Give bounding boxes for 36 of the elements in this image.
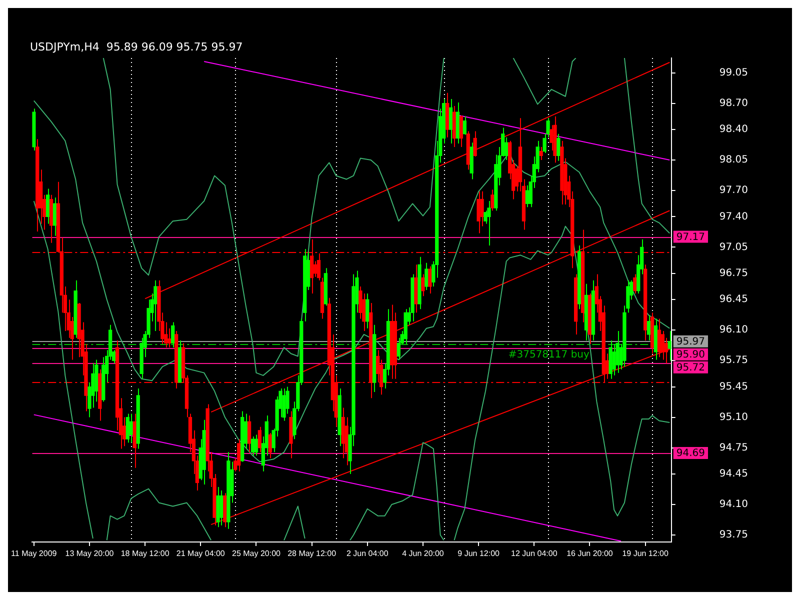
y-tick-label: 98.70 (719, 98, 748, 109)
x-tick-label: 18 May 12:00 (120, 549, 170, 558)
ref-line-label: 95.72 (676, 362, 706, 374)
ref-line-label: 95.97 (676, 336, 706, 348)
y-tick-label: 98.40 (719, 124, 748, 136)
x-tick-label: 9 Jun 12:00 (458, 549, 500, 558)
x-tick-label: 16 Jun 20:00 (566, 549, 614, 558)
y-tick-label: 94.10 (719, 499, 748, 510)
y-tick-label: 96.45 (719, 294, 748, 306)
ref-line-label: 95.90 (676, 350, 706, 361)
x-tick-label: 11 May 2009 (11, 549, 58, 558)
x-tick-label: 2 Jun 04:00 (346, 549, 389, 558)
y-tick-label: 97.05 (719, 242, 748, 253)
x-tick-label: 13 May 20:00 (65, 549, 114, 558)
x-tick-label: 4 Jun 20:00 (402, 549, 444, 558)
x-tick-label: 21 May 04:00 (176, 549, 226, 558)
y-tick-label: 95.75 (719, 355, 748, 366)
y-tick-label: 93.75 (719, 530, 748, 541)
y-tick-label: 95.45 (719, 381, 748, 392)
y-tick-label: 96.10 (719, 324, 748, 336)
y-tick-label: 94.75 (719, 442, 748, 454)
y-tick-label: 96.75 (719, 268, 748, 279)
y-tick-label: 97.40 (719, 211, 748, 222)
y-tick-label: 97.70 (719, 185, 748, 196)
y-tick-label: 99.05 (719, 67, 748, 78)
y-tick-label: 98.05 (719, 154, 748, 166)
y-tick-label: 94.45 (719, 468, 748, 480)
ref-line-label: 94.69 (676, 448, 706, 460)
x-tick-label: 12 Jun 04:00 (511, 549, 558, 558)
y-tick-label: 95.10 (719, 412, 748, 423)
x-tick-label: 25 May 20:00 (232, 549, 282, 558)
x-tick-label: 19 Jun 12:00 (622, 549, 669, 558)
ref-line-label: #37578117 buy (508, 350, 590, 361)
ref-line-label: 97.17 (676, 232, 706, 243)
x-tick-label: 28 May 12:00 (288, 549, 337, 558)
chart-title: USDJPYm,H4 95.89 96.09 95.75 95.97 (30, 40, 243, 54)
